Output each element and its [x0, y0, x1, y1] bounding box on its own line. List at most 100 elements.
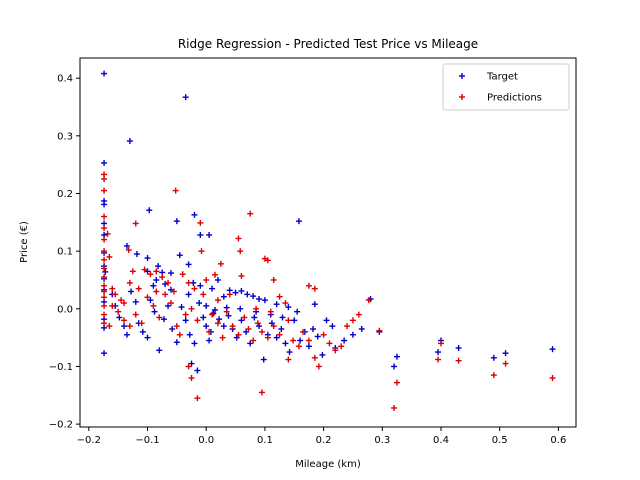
- target-point: [121, 323, 128, 330]
- prediction-point: [391, 404, 398, 411]
- target-point: [319, 351, 326, 358]
- prediction-point: [235, 331, 242, 338]
- prediction-point: [197, 219, 204, 226]
- prediction-point: [258, 389, 265, 396]
- target-point: [178, 304, 185, 311]
- prediction-point: [126, 323, 133, 330]
- x-tick-label: 0.6: [550, 435, 566, 446]
- markers-layer: [101, 70, 556, 411]
- prediction-point: [264, 257, 271, 264]
- prediction-point: [194, 395, 201, 402]
- target-point: [502, 350, 509, 357]
- target-point: [139, 328, 146, 335]
- target-point: [214, 276, 221, 283]
- prediction-point: [349, 317, 356, 324]
- x-tick-label: 0.2: [316, 435, 332, 446]
- target-point: [144, 334, 151, 341]
- target-point: [196, 300, 203, 307]
- target-point: [144, 255, 151, 262]
- target-point: [203, 302, 210, 309]
- x-tick-label: 0.3: [374, 435, 390, 446]
- target-point: [314, 333, 321, 340]
- target-point: [123, 331, 130, 338]
- x-tick-label: −0.1: [135, 435, 159, 446]
- prediction-point: [311, 354, 318, 361]
- prediction-point: [276, 293, 283, 300]
- target-point: [186, 331, 193, 338]
- target-point: [200, 314, 207, 321]
- legend-marker-target: [459, 73, 465, 79]
- y-tick-label: −0.1: [49, 362, 73, 373]
- prediction-point: [153, 288, 160, 295]
- prediction-point: [135, 285, 142, 292]
- prediction-point: [185, 363, 192, 370]
- target-point: [182, 94, 189, 101]
- target-point: [101, 70, 108, 77]
- y-tick-label: 0.3: [57, 131, 73, 142]
- prediction-point: [264, 334, 271, 341]
- target-point: [146, 207, 153, 214]
- prediction-point: [170, 288, 177, 295]
- prediction-point: [245, 325, 252, 332]
- target-point: [123, 242, 130, 249]
- target-point: [261, 297, 268, 304]
- prediction-point: [112, 291, 119, 298]
- prediction-point: [101, 311, 108, 318]
- prediction-point: [258, 328, 265, 335]
- target-point: [225, 312, 232, 319]
- target-point: [133, 251, 140, 258]
- prediction-point: [270, 323, 277, 330]
- target-point: [155, 263, 162, 270]
- target-point: [160, 316, 167, 323]
- prediction-point: [305, 282, 312, 289]
- prediction-point: [305, 337, 312, 344]
- prediction-point: [159, 274, 166, 281]
- prediction-point: [253, 305, 260, 312]
- prediction-point: [101, 294, 108, 301]
- legend-box: [442, 63, 570, 111]
- prediction-point: [214, 297, 221, 304]
- prediction-point: [109, 302, 116, 309]
- prediction-point: [502, 360, 509, 367]
- target-point: [182, 317, 189, 324]
- prediction-point: [332, 347, 339, 354]
- prediction-point: [290, 337, 297, 344]
- prediction-point: [101, 302, 108, 309]
- target-point: [210, 310, 217, 317]
- y-tick-label: 0.4: [57, 74, 73, 85]
- target-point: [156, 347, 163, 354]
- target-point: [294, 308, 301, 315]
- target-point: [194, 367, 201, 374]
- target-point: [232, 289, 239, 296]
- prediction-point: [141, 266, 148, 273]
- target-point: [197, 232, 204, 239]
- target-point: [285, 304, 292, 311]
- prediction-point: [104, 230, 111, 237]
- target-point: [273, 301, 280, 308]
- prediction-point: [165, 279, 172, 286]
- y-tick-label: −0.2: [49, 420, 73, 431]
- target-point: [279, 314, 286, 321]
- target-point: [256, 296, 263, 303]
- prediction-point: [101, 248, 108, 255]
- target-point: [176, 252, 183, 259]
- target-point: [260, 356, 267, 363]
- target-point: [393, 353, 400, 360]
- prediction-point: [219, 334, 226, 341]
- series-predictions: [101, 171, 556, 411]
- target-point: [167, 270, 174, 277]
- prediction-point: [150, 302, 157, 309]
- prediction-point: [270, 276, 277, 283]
- prediction-point: [156, 314, 163, 321]
- target-point: [323, 317, 330, 324]
- target-point: [153, 276, 160, 283]
- prediction-point: [315, 363, 322, 370]
- target-point: [206, 232, 213, 239]
- x-tick-label: 0.1: [257, 435, 273, 446]
- prediction-point: [226, 291, 233, 298]
- target-point: [256, 323, 263, 330]
- target-point: [102, 268, 109, 275]
- target-point: [220, 323, 227, 330]
- prediction-point: [326, 340, 333, 347]
- target-point: [165, 302, 172, 309]
